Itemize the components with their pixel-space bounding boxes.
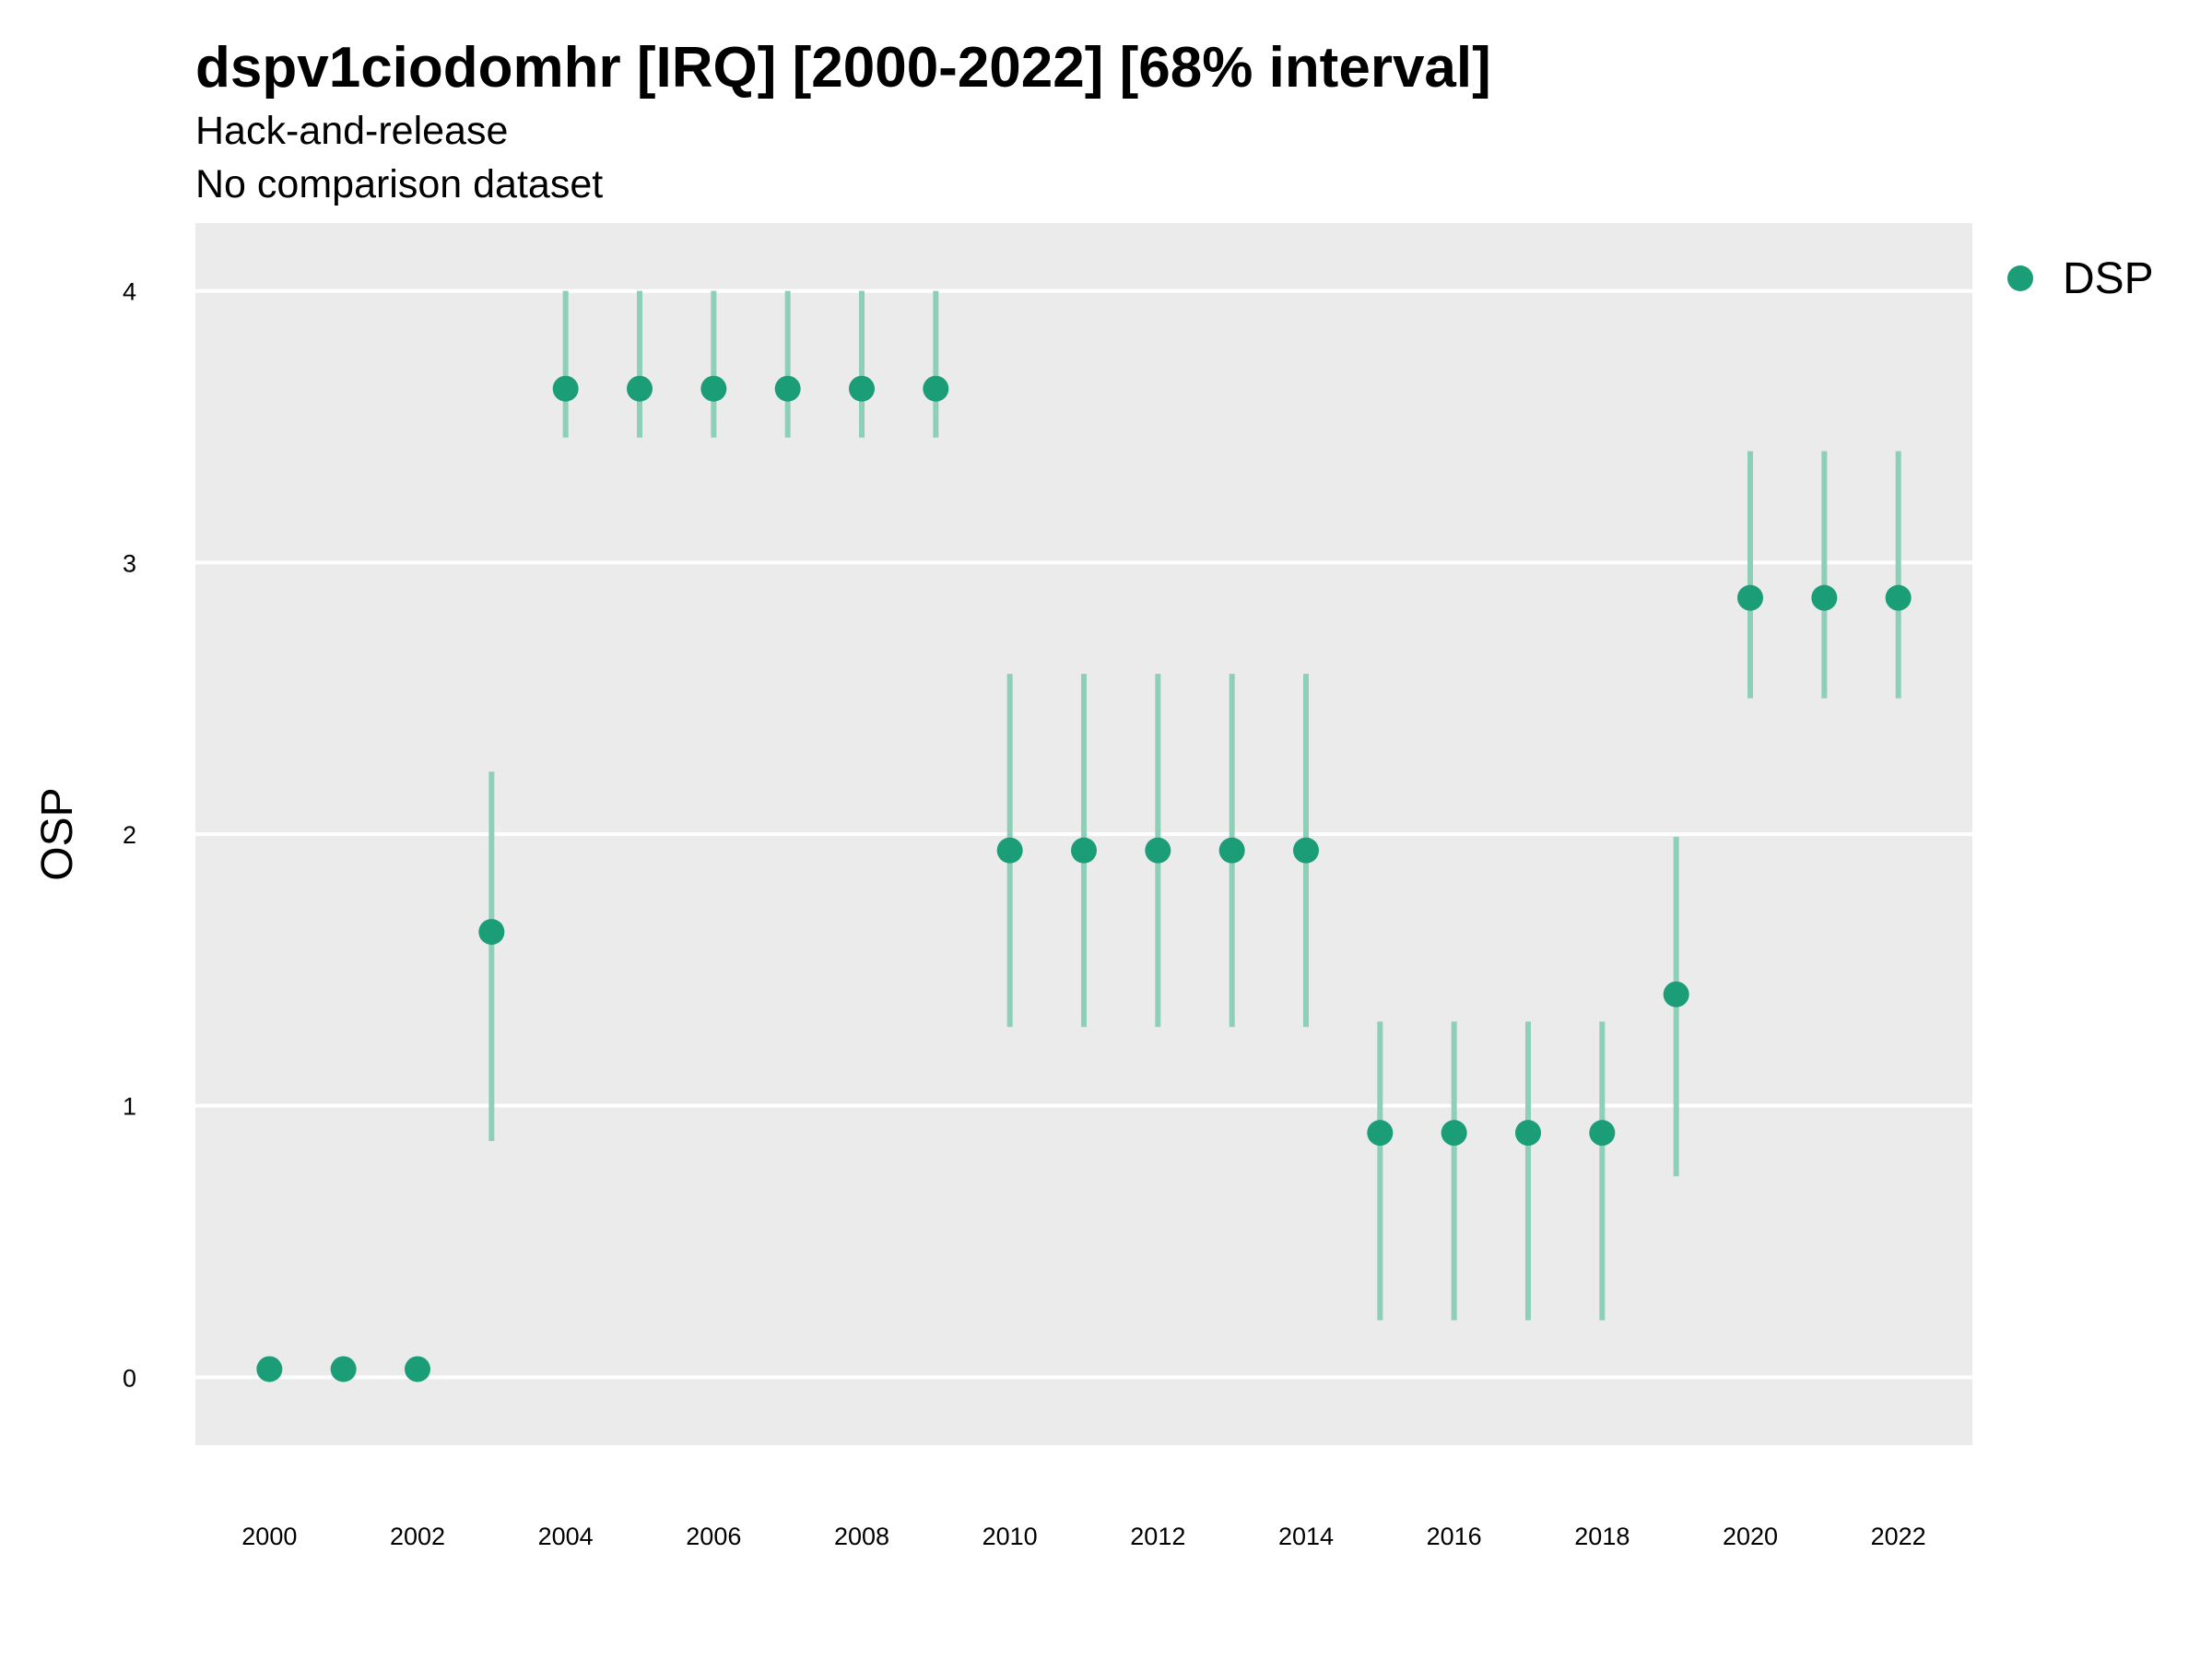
data-point-2002 xyxy=(405,1356,430,1382)
chart-title: dspv1ciodomhr [IRQ] [2000-2022] [68% int… xyxy=(195,36,1491,100)
legend-swatch-dsp xyxy=(2007,265,2033,291)
data-point-2014 xyxy=(1293,837,1319,864)
data-point-2005 xyxy=(627,375,653,402)
data-point-2010 xyxy=(996,837,1023,864)
x-tick-label-2000: 2000 xyxy=(241,1523,297,1550)
data-point-2009 xyxy=(923,375,949,402)
data-point-2016 xyxy=(1441,1120,1467,1147)
data-point-2019 xyxy=(1663,981,1689,1007)
y-tick-label-2: 2 xyxy=(123,821,136,849)
x-axis-tick-labels: 2000 2002 2004 2006 2008 2010 2012 2014 2016 2018… xyxy=(241,1523,1925,1550)
data-point-2008 xyxy=(849,375,875,402)
data-point-2001 xyxy=(330,1356,357,1382)
chart-subtitle-line-2: No comparison dataset xyxy=(195,162,603,206)
y-tick-label-3: 3 xyxy=(123,549,136,577)
data-point-2021 xyxy=(1811,584,1838,611)
x-tick-label-2022: 2022 xyxy=(1871,1523,1926,1550)
data-point-2011 xyxy=(1071,837,1097,864)
data-points xyxy=(256,375,1912,1382)
data-point-2012 xyxy=(1145,837,1171,864)
data-point-2004 xyxy=(552,375,579,402)
x-tick-label-2016: 2016 xyxy=(1427,1523,1482,1550)
x-tick-label-2006: 2006 xyxy=(686,1523,741,1550)
y-tick-label-0: 0 xyxy=(123,1364,136,1392)
y-tick-label-1: 1 xyxy=(123,1093,136,1121)
data-point-2018 xyxy=(1589,1120,1616,1147)
y-tick-label-4: 4 xyxy=(123,278,136,306)
data-point-2015 xyxy=(1367,1120,1394,1147)
legend-label-dsp: DSP xyxy=(2063,254,2154,303)
x-tick-label-2014: 2014 xyxy=(1278,1523,1334,1550)
x-tick-label-2004: 2004 xyxy=(538,1523,594,1550)
legend: DSP xyxy=(2007,254,2154,303)
data-point-2013 xyxy=(1218,837,1245,864)
x-tick-label-2002: 2002 xyxy=(390,1523,445,1550)
data-point-2007 xyxy=(774,375,801,402)
x-tick-label-2010: 2010 xyxy=(982,1523,1038,1550)
x-tick-label-2008: 2008 xyxy=(834,1523,889,1550)
y-axis-tick-labels: 0 1 2 3 4 xyxy=(123,278,136,1393)
x-tick-label-2020: 2020 xyxy=(1723,1523,1778,1550)
data-point-2022 xyxy=(1885,584,1912,611)
data-point-2020 xyxy=(1737,584,1763,611)
x-tick-label-2012: 2012 xyxy=(1130,1523,1185,1550)
chart-subtitle-line-1: Hack-and-release xyxy=(195,109,508,153)
data-point-2006 xyxy=(700,375,727,402)
data-point-2003 xyxy=(478,919,505,946)
y-axis-title: OSP xyxy=(33,787,82,880)
data-point-2000 xyxy=(256,1356,283,1382)
data-point-2017 xyxy=(1515,1120,1541,1147)
x-tick-label-2018: 2018 xyxy=(1574,1523,1630,1550)
